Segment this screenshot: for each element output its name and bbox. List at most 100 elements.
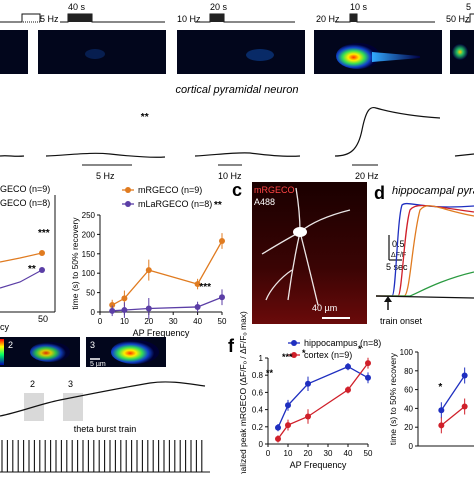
y-tick-label: 0 [259, 440, 264, 449]
data-point [121, 307, 128, 314]
significance-mark: ** [141, 112, 149, 123]
neuron-soma [293, 227, 307, 237]
y-axis-label: time (s) to 50% recovery [388, 352, 398, 445]
y-tick-label: 250 [82, 211, 96, 220]
data-point [438, 407, 445, 414]
significance-mark: * [302, 348, 306, 358]
trace-label-10hz: 10 Hz [218, 171, 242, 181]
y-tick-label: 100 [400, 348, 414, 357]
data-point [285, 422, 291, 429]
stim-bar-50hz [465, 13, 474, 23]
x-tick-label: 20 [144, 317, 153, 326]
stim-bar-leftmost [0, 13, 41, 23]
series-line [277, 365, 369, 428]
stim-block-10hz [210, 14, 224, 22]
left-tick-50: 50 [38, 314, 48, 324]
data-point [285, 402, 291, 409]
x-tick-label: 10 [120, 317, 129, 326]
data-point [438, 422, 445, 429]
data-point [109, 302, 116, 309]
calcium-image-left [0, 30, 28, 74]
y-tick-label: 1 [259, 354, 264, 363]
data-point [219, 237, 225, 244]
data-point [145, 267, 152, 274]
significance-mark: * [438, 382, 442, 393]
left-xlabel: cy [0, 322, 10, 332]
stim-block-20hz [350, 14, 357, 22]
x-tick-label: 40 [344, 449, 353, 458]
panel-d-title: hippocampal pyram [392, 185, 474, 197]
data-point [365, 360, 371, 367]
colorbar [0, 339, 4, 365]
x-tick-label: 50 [364, 449, 373, 458]
stim-label-10hz: 10 Hz [177, 14, 201, 24]
data-point [365, 374, 371, 381]
y-tick-label: 50 [86, 289, 95, 298]
inset-scale: 5 µm [90, 361, 106, 368]
y-tick-label: 150 [82, 250, 96, 259]
top-row: 5 Hz 10 Hz 20 Hz 50 Hz 40 s 20 s 10 s 5 [0, 2, 474, 181]
significance-mark: *** [199, 282, 211, 293]
data-point [461, 372, 468, 379]
label-a488: A488 [254, 197, 275, 207]
data-point [121, 295, 128, 302]
y-tick-label: 20 [404, 423, 413, 432]
scale-v-unit: ΔF/F [391, 252, 406, 259]
stim-label-5hz: 5 Hz [40, 14, 59, 24]
x-axis-label: AP Frequency [133, 328, 190, 338]
panel-c-letter: c [232, 180, 242, 200]
data-point [275, 424, 281, 431]
data-point [305, 413, 311, 420]
y-tick-label: 0.4 [252, 406, 264, 415]
panel-d: d hippocampal pyram 0.5 ΔF/F 5 sec train… [374, 183, 474, 326]
x-tick-label: 0 [266, 449, 271, 458]
data-point [219, 294, 225, 301]
trace-label-20hz: 20 Hz [355, 171, 379, 181]
theta-caption: theta burst train [74, 424, 137, 434]
y-tick-label: 0 [409, 442, 414, 451]
panel-c: c mRGECO A488 40 µm [232, 180, 367, 324]
series-line [111, 240, 223, 306]
data-point [109, 307, 116, 314]
panel-d-letter: d [374, 183, 385, 203]
data-point [345, 363, 351, 370]
y-axis-label: time (s) to 50% recovery [70, 217, 80, 310]
x-tick-label: 30 [169, 317, 178, 326]
y-tick-label: 60 [404, 386, 413, 395]
x-tick-label: 50 [218, 317, 227, 326]
recovery-chart: 0 50 100 150 200 250 0 10 20 30 40 50 AP Frequency ti… [70, 112, 227, 338]
neuron-caption: cortical pyramidal neuron [176, 84, 299, 96]
train-onset-label: train onset [380, 316, 423, 326]
legend-entry: hippocampus (n=8) [304, 338, 381, 348]
y-tick-label: 0.2 [252, 423, 264, 432]
data-point [194, 303, 201, 310]
legend-entry: cortex (n=9) [304, 350, 352, 360]
fluorescence-traces [0, 106, 474, 158]
duration-label-5s: 5 [466, 2, 471, 12]
y-tick-label: 0.8 [252, 371, 264, 380]
significance-mark: ** [214, 200, 222, 211]
theta-burst-ticks [0, 440, 210, 473]
significance-mark: ** [266, 368, 274, 378]
stim-label-50hz: 50 Hz [446, 14, 470, 24]
stim-label-20hz: 20 Hz [316, 14, 340, 24]
x-tick-label: 20 [304, 449, 313, 458]
legend-entry: mLaRGECO (n=8) [138, 199, 212, 209]
y-tick-label: 80 [404, 367, 413, 376]
panel-left-partial: GECO (n=9) GECO (n=8) *** ** 50 cy [0, 184, 56, 332]
data-point [145, 305, 152, 312]
shade-window-3 [63, 393, 83, 421]
duration-label-10s: 10 s [350, 2, 368, 12]
data-point [345, 386, 351, 393]
data-point [305, 380, 311, 387]
duration-label-20s: 20 s [210, 2, 228, 12]
data-point [275, 435, 281, 442]
panel-f-letter: f [228, 336, 235, 356]
x-tick-label: 30 [324, 449, 333, 458]
x-tick-label: 40 [193, 317, 202, 326]
x-axis-label: AP Frequency [290, 460, 347, 470]
theta-response-trace [0, 381, 206, 417]
panel-bottom-left: 2 3 5 µm 2 3 theta burst train [0, 337, 210, 473]
